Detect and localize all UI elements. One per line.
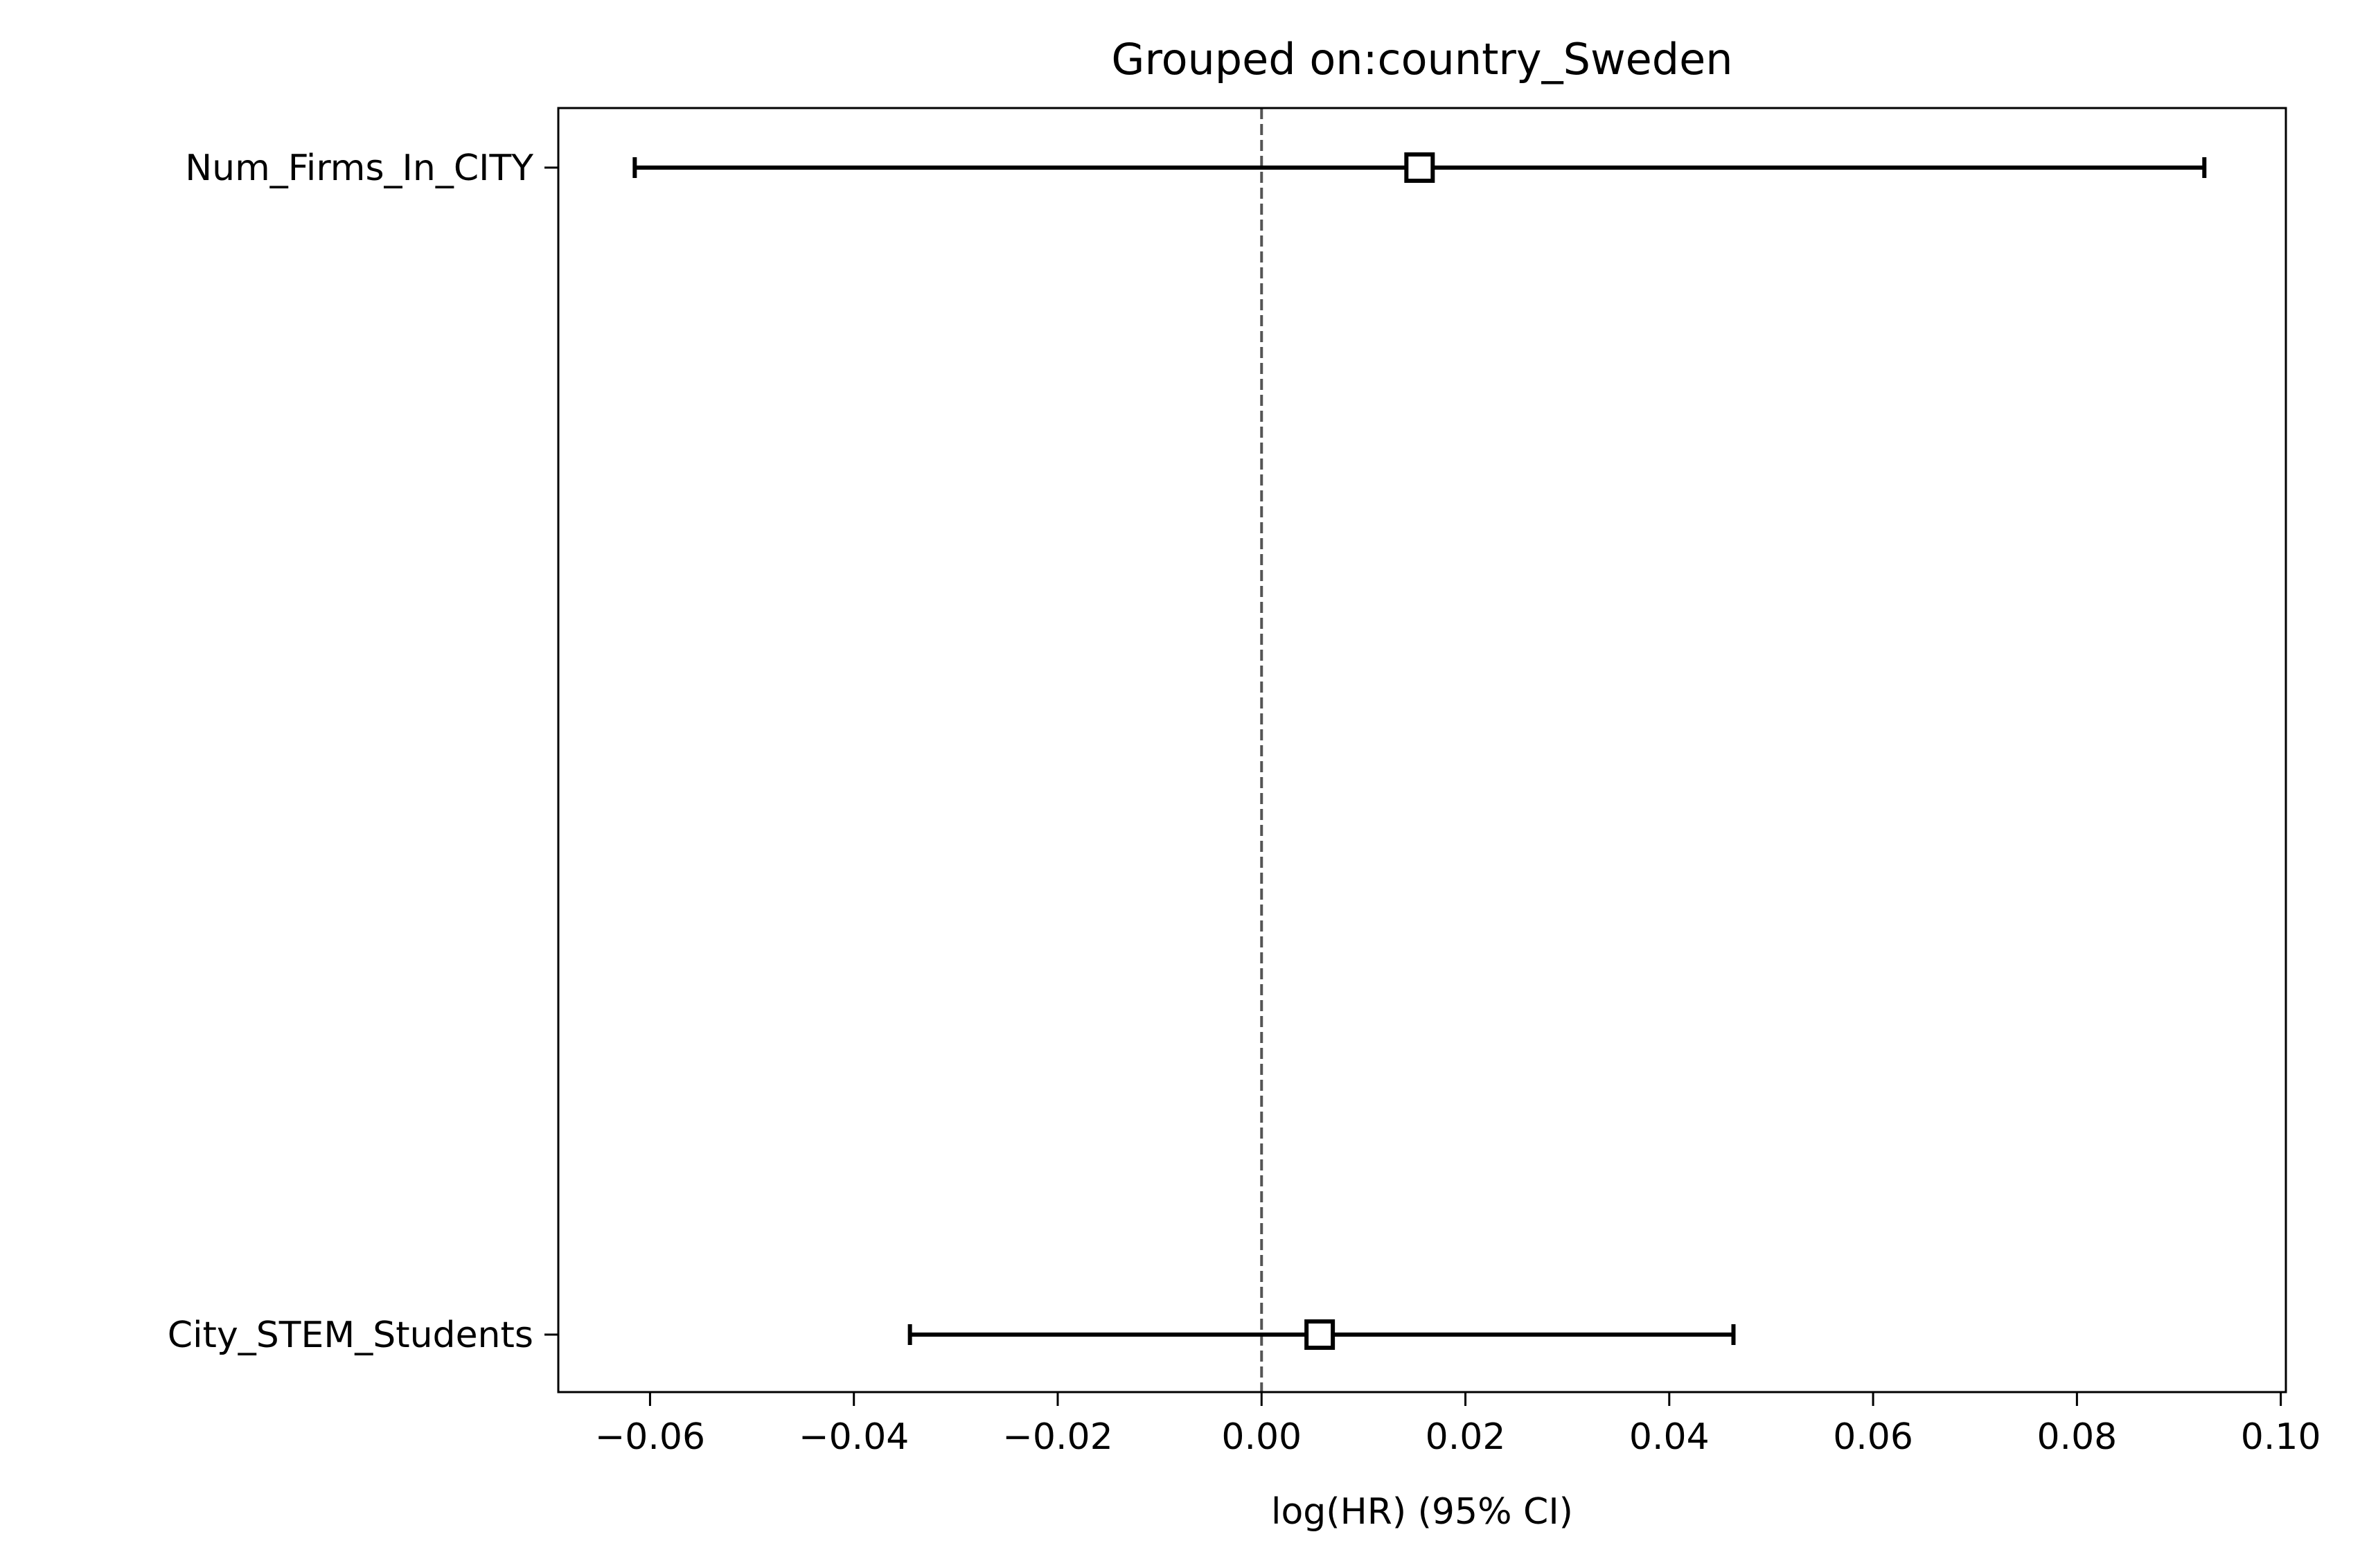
y-tick-label: City_STEM_Students xyxy=(168,1315,533,1356)
y-tick-label: Num_Firms_In_CITY xyxy=(185,148,533,189)
forest-row xyxy=(632,152,2207,183)
x-tick-label: 0.04 xyxy=(1629,1416,1710,1458)
x-tick-label: −0.04 xyxy=(799,1416,909,1458)
x-axis-label: log(HR) (95% CI) xyxy=(1271,1491,1573,1533)
x-tick-label: 0.10 xyxy=(2241,1416,2321,1458)
estimate-marker xyxy=(1404,152,1435,183)
x-tick-label: 0.08 xyxy=(2037,1416,2117,1458)
x-tick-label: 0.02 xyxy=(1426,1416,1506,1458)
forest-row xyxy=(907,1319,1736,1350)
x-tick-label: 0.00 xyxy=(1221,1416,1302,1458)
estimate-marker xyxy=(1304,1319,1336,1350)
plot-area: Num_Firms_In_CITY City_STEM_Students −0.06… xyxy=(168,107,2321,1458)
chart-title: Grouped on:country_Sweden xyxy=(1111,34,1732,84)
x-tick-label: −0.02 xyxy=(1002,1416,1112,1458)
x-tick-label: 0.06 xyxy=(1833,1416,1913,1458)
x-tick-label: −0.06 xyxy=(595,1416,705,1458)
axes-frame xyxy=(557,107,2287,1393)
